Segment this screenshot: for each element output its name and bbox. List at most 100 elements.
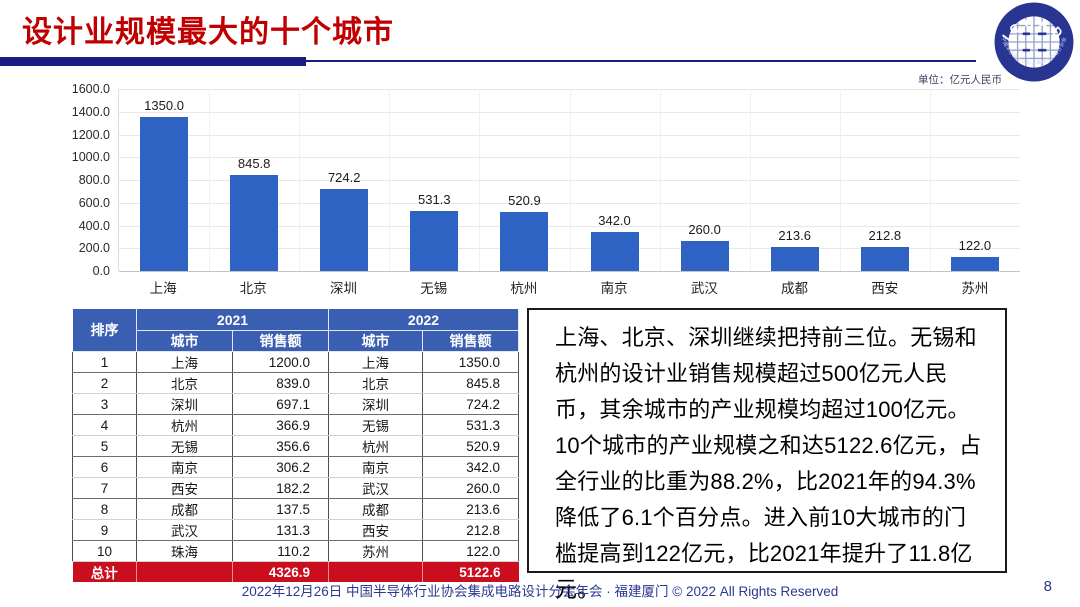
city-2022-cell: 北京 <box>328 372 423 394</box>
rank-cell: 4 <box>72 414 137 436</box>
y-axis: 1600.0 1400.0 1200.0 1000.0 800.0 600.0 400.0 2… <box>62 82 118 278</box>
y-axis-tick-label: 1000.0 <box>71 150 110 165</box>
city-2022-cell: 南京 <box>328 456 423 478</box>
bar-value-label: 260.0 <box>688 222 721 238</box>
city-2022-cell: 杭州 <box>328 435 423 457</box>
city-2021-cell: 北京 <box>136 372 233 394</box>
bar-group: 724.2 <box>299 89 389 271</box>
title-underline-thick <box>0 57 306 66</box>
iccad-logo: ICCAD 中国半导体行业协会集成电路设计分会 <box>994 2 1074 82</box>
total-label: 总计 <box>72 561 137 582</box>
x-axis-label: 成都 <box>781 281 809 296</box>
table-row: 4 杭州 366.9 无锡 531.3 <box>72 414 519 436</box>
city-2022-cell: 无锡 <box>328 414 423 436</box>
x-axis-label: 苏州 <box>961 281 989 296</box>
sales-2021-cell: 839.0 <box>232 372 329 394</box>
bar-value-label: 724.2 <box>327 169 361 185</box>
city-2021-cell: 上海 <box>136 351 233 373</box>
bar-group: 122.0 <box>930 89 1020 271</box>
y-axis-tick-label: 400.0 <box>78 218 110 233</box>
x-axis-label: 北京 <box>239 281 267 296</box>
bar <box>950 257 999 271</box>
total-city-2022 <box>328 561 423 582</box>
sales-2021-cell: 131.3 <box>232 519 329 541</box>
col-header-2022: 2022 <box>328 308 519 331</box>
vertical-gridline <box>209 89 211 271</box>
sales-2022-cell: 531.3 <box>422 414 519 436</box>
sales-2022-cell: 122.0 <box>422 540 519 562</box>
y-axis-tick-label: 600.0 <box>78 195 110 210</box>
y-axis-tick-label: 1600.0 <box>71 82 110 96</box>
bar-value-label: 213.6 <box>778 227 811 243</box>
vertical-gridline <box>659 89 661 271</box>
y-axis-tick-label: 0.0 <box>92 264 110 278</box>
y-axis-tick-label: 1200.0 <box>71 127 110 142</box>
bar <box>320 188 369 271</box>
rank-cell: 8 <box>72 498 137 520</box>
bars-layer: 1350.0 845.8 724.2 531.3 520.9 342.0 260.0 213.… <box>119 89 1020 271</box>
table-row: 10 珠海 110.2 苏州 122.0 <box>72 540 519 562</box>
col-header-sales-2022: 销售额 <box>422 330 519 352</box>
col-header-city-2022: 城市 <box>328 330 423 352</box>
sales-2022-cell: 260.0 <box>422 477 519 499</box>
bar <box>230 174 279 271</box>
bar-group: 212.8 <box>840 89 930 271</box>
col-header-2021: 2021 <box>136 308 329 331</box>
table-row: 5 无锡 356.6 杭州 520.9 <box>72 435 519 457</box>
bar <box>410 210 459 271</box>
bar-value-label: 845.8 <box>237 155 271 171</box>
y-axis-tick-label: 200.0 <box>78 241 110 256</box>
city-2022-cell: 武汉 <box>328 477 423 499</box>
vertical-gridline <box>929 89 931 271</box>
bar-value-label: 1350.0 <box>144 98 184 114</box>
logo-wafer-dice <box>1022 32 1047 52</box>
page-number: 8 <box>1043 578 1052 595</box>
col-header-city-2021: 城市 <box>136 330 233 352</box>
bar <box>140 117 189 271</box>
page-title: 设计业规模最大的十个城市 <box>22 16 394 49</box>
sales-2021-cell: 306.2 <box>232 456 329 478</box>
total-sales-2022: 5122.6 <box>422 561 519 582</box>
bar-value-label: 520.9 <box>508 192 541 208</box>
sales-2022-cell: 724.2 <box>422 393 519 415</box>
chart-plot-row: 1600.0 1400.0 1200.0 1000.0 800.0 600.0 400.0 2… <box>62 82 1020 278</box>
bar-group: 260.0 <box>660 89 750 271</box>
vertical-gridline <box>569 89 571 271</box>
sales-2021-cell: 137.5 <box>232 498 329 520</box>
bar <box>500 211 549 271</box>
col-header-rank: 排序 <box>72 308 137 352</box>
total-row: 总计 4326.9 5122.6 <box>72 561 519 582</box>
bar <box>770 246 819 271</box>
rank-cell: 1 <box>72 351 137 373</box>
y-axis-tick-label: 1400.0 <box>71 104 110 119</box>
bar-group: 213.6 <box>750 89 840 271</box>
city-2021-cell: 南京 <box>136 456 233 478</box>
col-header-sales-2021: 销售额 <box>232 330 329 352</box>
bar <box>680 241 729 271</box>
city-2022-cell: 深圳 <box>328 393 423 415</box>
bar-value-label: 122.0 <box>958 238 992 254</box>
title-underline-thin <box>306 60 976 62</box>
rank-cell: 2 <box>72 372 137 394</box>
rank-cell: 7 <box>72 477 137 499</box>
sales-2021-cell: 356.6 <box>232 435 329 457</box>
city-2021-cell: 成都 <box>136 498 233 520</box>
city-2021-cell: 武汉 <box>136 519 233 541</box>
bar-value-label: 212.8 <box>868 227 902 243</box>
unit-label: 单位：亿元人民币 <box>918 74 1002 86</box>
x-axis-label: 深圳 <box>330 281 357 296</box>
footer-text: 2022年12月26日 中国半导体行业协会集成电路设计分会年会 · 福建厦门 ©… <box>241 584 839 599</box>
sales-2022-cell: 213.6 <box>422 498 519 520</box>
commentary-box: 上海、北京、深圳继续把持前三位。无锡和杭州的设计业销售规模超过500亿元人民币，… <box>527 308 1007 602</box>
vertical-gridline <box>299 89 301 271</box>
rank-cell: 3 <box>72 393 137 415</box>
sales-2021-cell: 110.2 <box>232 540 329 562</box>
table-row: 8 成都 137.5 成都 213.6 <box>72 498 519 520</box>
city-2021-cell: 杭州 <box>136 414 233 436</box>
table-header: 排序 2021 2022 城市 销售额 城市 销售额 <box>72 308 519 352</box>
bar-value-label: 342.0 <box>598 213 631 229</box>
city-2021-cell: 珠海 <box>136 540 233 562</box>
x-axis-label: 南京 <box>600 281 628 296</box>
city-2021-cell: 西安 <box>136 477 233 499</box>
